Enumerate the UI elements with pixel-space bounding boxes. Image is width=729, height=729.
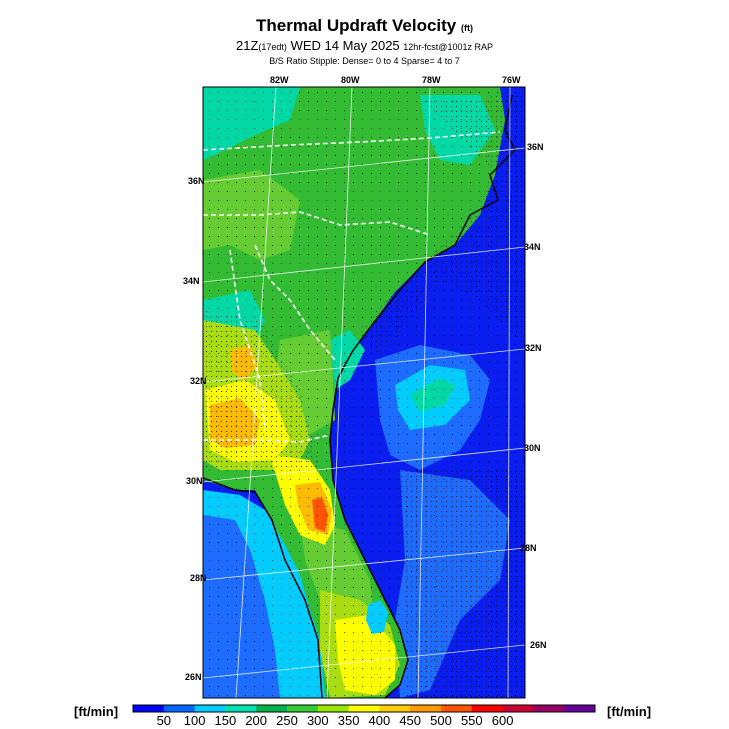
state-boundaries — [203, 131, 501, 443]
colorbar-tick-label: 300 — [306, 713, 329, 728]
colorbar-tick-label: 350 — [337, 713, 360, 728]
lat-label: 28N — [190, 573, 207, 583]
lat-label: 26N — [530, 640, 547, 650]
colorbar-tick-label: 200 — [245, 713, 268, 728]
colorbar-swatch — [133, 705, 165, 712]
latlon-grid — [203, 87, 525, 698]
lat-label: 34N — [524, 242, 541, 252]
coastlines — [203, 94, 516, 698]
map-subtitle: 21Z(17edt) WED 14 May 2025 12hr-fcst@100… — [0, 38, 729, 53]
colorbar-tick-label: 150 — [214, 713, 237, 728]
colorbar-unit-right: [ft/min] — [607, 704, 652, 719]
lon-label: 78W — [422, 75, 441, 85]
sc-ga-border — [254, 244, 336, 361]
title-unit: (ft) — [461, 23, 473, 33]
colorbar-tick-label: 600 — [491, 713, 514, 728]
colorbar — [132, 704, 596, 713]
al-ga-border — [229, 249, 266, 431]
colorbar-swatch — [441, 705, 473, 712]
colorbar-frame — [132, 704, 596, 713]
nc-sc-border — [203, 211, 431, 236]
lon-label: 82W — [270, 75, 289, 85]
colorbar-swatch — [225, 705, 257, 712]
colorbar-swatch — [379, 705, 411, 712]
lat-label: 36N — [527, 142, 544, 152]
gulf-coastline — [203, 477, 323, 698]
stipple-dense — [400, 470, 525, 698]
colorbar-tick-label: 400 — [368, 713, 391, 728]
map-title: Thermal Updraft Velocity (ft) — [0, 16, 729, 36]
model-run: 12hr-fcst@1001z RAP — [403, 42, 493, 52]
va-nc-border — [203, 131, 501, 151]
field-layer — [203, 87, 525, 698]
colorbar-swatch — [471, 705, 504, 712]
colorbar-swatch — [533, 705, 565, 712]
stipple-dense — [360, 95, 525, 360]
lat-label: 26N — [185, 672, 202, 682]
title-text: Thermal Updraft Velocity — [255, 16, 457, 35]
lat-label: 34N — [183, 276, 200, 286]
atlantic-coastline — [329, 94, 516, 698]
lat-label: 32N — [190, 376, 207, 386]
lat-label: 36N — [188, 176, 205, 186]
valid-date: WED 14 May 2025 — [290, 38, 400, 53]
valid-time: 21Z — [236, 38, 259, 53]
lat-label: 28N — [520, 543, 537, 553]
colorbar-swatch — [348, 705, 380, 712]
lat-label: 32N — [525, 343, 542, 353]
colorbar-tick-label: 450 — [399, 713, 422, 728]
colorbar-swatch — [287, 705, 319, 712]
ga-fl-border — [203, 434, 331, 443]
stipple-note: B/S Ratio Stipple: Dense= 0 to 4 Sparse=… — [269, 56, 460, 66]
colorbar-swatch — [502, 705, 534, 712]
lat-label: 30N — [524, 443, 541, 453]
colorbar-swatch — [163, 705, 196, 712]
colorbar-tick-label: 500 — [430, 713, 452, 728]
colorbar-swatch — [194, 705, 226, 712]
lon-label: 76W — [502, 75, 521, 85]
colorbar-swatch — [256, 705, 288, 712]
colorbar-tick-label: 250 — [276, 713, 298, 728]
colorbar-swatch — [564, 705, 596, 712]
colorbar-swatch — [410, 705, 442, 712]
colorbar-swatch — [317, 705, 350, 712]
local-time: (17edt) — [258, 42, 287, 52]
colorbar-tick-label: 100 — [183, 713, 206, 728]
colorbar-tick-label: 550 — [460, 713, 483, 728]
map-frame — [202, 86, 526, 699]
colorbar-tick-label: 50 — [156, 713, 172, 728]
lon-label: 80W — [341, 75, 360, 85]
colorbar-unit-left: [ft/min] — [74, 704, 119, 719]
lat-label: 30N — [186, 476, 203, 486]
